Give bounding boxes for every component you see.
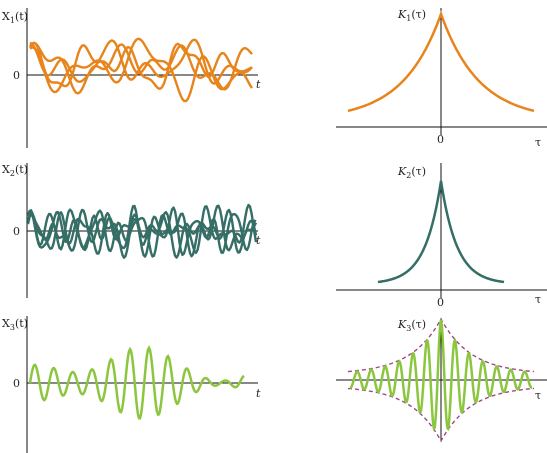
- row-1-corr-zero: 0: [437, 133, 444, 146]
- row-1-corr-plot: K1(τ) 0 τ: [336, 8, 547, 149]
- row-2-process-label: X2(t): [2, 163, 28, 178]
- row-2-tau-label: τ: [535, 293, 541, 306]
- row-2-corr-plot: K2(τ) 0 τ: [336, 163, 547, 309]
- row-3-corr-plot: K3(τ) τ: [336, 317, 547, 443]
- row-2-corr-label: K2(τ): [397, 165, 426, 180]
- row-1-process-curves: [28, 37, 253, 103]
- row-2-t-label: t: [256, 234, 261, 247]
- row-1-process-plot: X1(t) 0 t: [2, 8, 261, 148]
- row-3-envelope-upper: [347, 317, 535, 373]
- row-1-realization-2: [28, 41, 253, 90]
- row-1-zero-label: 0: [13, 69, 20, 82]
- row-1-tau-label: τ: [535, 136, 541, 149]
- row-3-tau-label: τ: [535, 389, 541, 402]
- row-3-zero-label: 0: [13, 377, 20, 390]
- row-2-process-curves: [26, 203, 258, 259]
- row-3-process-label: X3(t): [2, 317, 28, 332]
- row-3-process-plot: X3(t) 0 t: [2, 316, 261, 453]
- row-1-corr-curve: [347, 10, 535, 113]
- row-3-corr-curve: [349, 319, 533, 432]
- row-2-zero-label: 0: [13, 225, 20, 238]
- row-3-t-label: t: [256, 387, 261, 400]
- row-3-corr-label: K3(τ): [397, 318, 426, 333]
- row-1-t-label: t: [256, 78, 261, 91]
- row-2-corr-curve: [377, 180, 505, 284]
- row-1-realization-3: [29, 37, 253, 103]
- row-2-process-plot: X2(t) 0 t: [2, 163, 261, 298]
- row-1-process-label: X1(t): [2, 10, 28, 25]
- row-2-realization-4: [26, 203, 258, 258]
- row-1-corr-label: K1(τ): [397, 8, 426, 23]
- row-2-realization-3: [26, 204, 258, 259]
- row-1-realization-4: [29, 38, 253, 85]
- row-3-process-curve: [28, 345, 245, 420]
- row-2-corr-zero: 0: [437, 296, 444, 309]
- row-3-envelope-lower: [347, 387, 535, 443]
